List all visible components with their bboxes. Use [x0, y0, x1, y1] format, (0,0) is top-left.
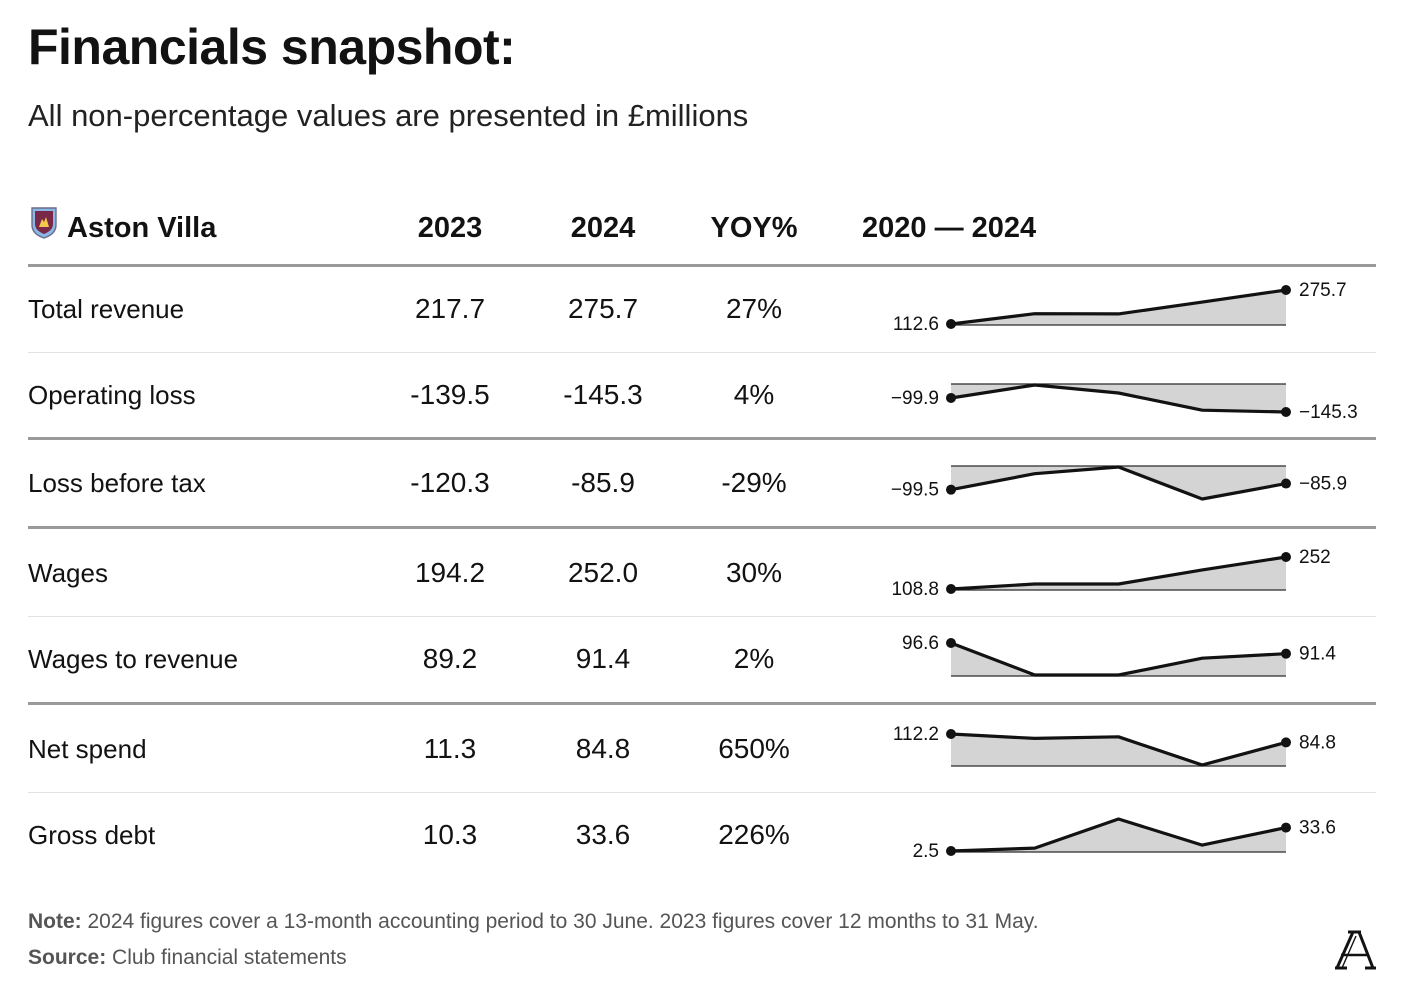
value-2023: 217.7: [414, 293, 486, 324]
sparkline-line: [950, 817, 1287, 853]
source-line: Source: Club financial statements: [28, 944, 347, 972]
sparkline-line: [950, 555, 1287, 591]
sparkline-end-label: 275.7: [1299, 280, 1347, 301]
sparkline-end-label: 91.4: [1299, 644, 1336, 665]
value-2023: -120.3: [410, 467, 490, 498]
sparkline-area: [951, 819, 1286, 852]
row-label: Gross debt: [28, 820, 156, 850]
sparkline-start-label: 2.5: [913, 841, 939, 862]
sparkline-area: [951, 384, 1286, 412]
sparkline-start-point: [946, 484, 956, 495]
source-text: Club financial statements: [106, 946, 347, 969]
sparkline-start-label: 108.8: [891, 579, 939, 600]
value-yoy: 4%: [733, 379, 775, 410]
sparkline-area: [951, 557, 1286, 590]
value-yoy: 27%: [725, 293, 783, 324]
value-2024: 91.4: [575, 643, 631, 674]
col-header-yoy: YOY%: [710, 212, 798, 244]
sparkline-start-point: [946, 584, 956, 594]
sparkline-end-point: [1281, 407, 1291, 417]
row-label: Total revenue: [28, 294, 185, 324]
sparkline-area: [951, 290, 1286, 325]
value-yoy: 226%: [718, 819, 790, 850]
value-yoy: 2%: [733, 643, 775, 674]
value-2024: 84.8: [575, 733, 631, 764]
sparkline-line: [950, 641, 1287, 677]
sparkline-start-label: −99.5: [891, 480, 939, 501]
value-2023: 194.2: [414, 557, 486, 588]
sparkline-end-point: [1281, 552, 1291, 562]
sparkline-end-point: [1281, 822, 1291, 833]
row-label: Loss before tax: [28, 468, 206, 498]
the-athletic-logo-icon: [1335, 930, 1376, 970]
sparkline-start-label: 96.6: [902, 633, 939, 654]
row-label: Operating loss: [28, 380, 196, 410]
col-header-2023: 2023: [417, 212, 483, 244]
value-2023: 10.3: [422, 819, 478, 850]
sparkline-start-label: 112.2: [893, 724, 939, 745]
value-2024: 275.7: [567, 293, 639, 324]
sparkline-end-point: [1281, 648, 1291, 659]
col-header-2024: 2024: [570, 212, 636, 244]
club-crest-icon: [31, 207, 57, 239]
sparkline-end-label: −145.3: [1299, 402, 1358, 423]
group-rule: [28, 702, 1376, 705]
footnote-text: 2024 figures cover a 13-month accounting…: [81, 910, 1039, 933]
sparkline-end-point: [1281, 285, 1291, 295]
value-2024: -145.3: [563, 379, 643, 410]
sparkline-end-label: −85.9: [1299, 474, 1347, 495]
footnote-label: Note:: [28, 910, 82, 933]
sparkline-end-label: 33.6: [1299, 818, 1336, 839]
value-yoy: 30%: [725, 557, 783, 588]
value-yoy: -29%: [721, 467, 787, 498]
row-label: Net spend: [28, 734, 147, 764]
value-2024: 33.6: [575, 819, 631, 850]
sparkline-end-point: [1281, 737, 1291, 748]
value-2023: -139.5: [410, 379, 490, 410]
sparkline-start-point: [946, 846, 956, 856]
sparkline-start-label: 112.6: [893, 314, 939, 335]
row-divider: [28, 616, 1376, 617]
sparkline-line: [950, 732, 1287, 767]
sparkline-line: [950, 383, 1287, 414]
group-rule: [28, 526, 1376, 529]
row-divider: [28, 792, 1376, 793]
page-title: Financials snapshot:: [28, 19, 516, 75]
sparkline-end-point: [1281, 478, 1291, 489]
sparkline-start-point: [946, 319, 956, 329]
header-rule: [28, 264, 1376, 267]
source-label: Source:: [28, 946, 107, 969]
group-rule: [28, 437, 1376, 440]
sparkline-line: [950, 288, 1287, 326]
row-divider: [28, 352, 1376, 353]
sparkline-area: [951, 643, 1286, 676]
sparkline-start-point: [946, 638, 956, 648]
value-2024: 252.0: [567, 557, 639, 588]
row-label: Wages: [28, 558, 108, 588]
sparkline-area: [951, 466, 1286, 499]
page-subtitle: All non-percentage values are presented …: [28, 98, 749, 133]
value-yoy: 650%: [718, 733, 790, 764]
value-2024: -85.9: [571, 467, 635, 498]
sparkline-line: [950, 465, 1287, 501]
sparkline-end-label: 84.8: [1299, 732, 1336, 753]
row-label: Wages to revenue: [28, 644, 239, 674]
value-2023: 11.3: [423, 733, 477, 764]
sparkline-start-point: [946, 392, 956, 403]
sparkline-area: [951, 734, 1286, 766]
col-header-trend: 2020 — 2024: [862, 212, 1037, 244]
sparkline-start-point: [946, 729, 956, 739]
sparkline-end-label: 252: [1299, 547, 1331, 568]
club-name-header: Aston Villa: [67, 212, 217, 244]
footnote: Note: 2024 figures cover a 13-month acco…: [28, 908, 1039, 936]
value-2023: 89.2: [422, 643, 478, 674]
sparkline-start-label: −99.9: [891, 388, 939, 409]
